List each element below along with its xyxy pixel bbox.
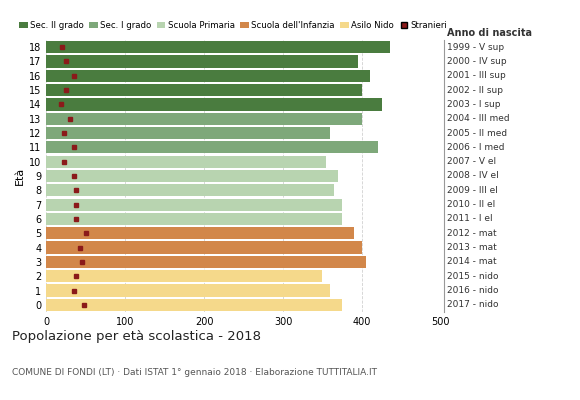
Bar	[46, 98, 382, 110]
Text: 2006 - I med: 2006 - I med	[447, 143, 504, 152]
Text: 2005 - II med: 2005 - II med	[447, 128, 507, 138]
Text: Anno di nascita: Anno di nascita	[447, 28, 532, 38]
Text: Popolazione per età scolastica - 2018: Popolazione per età scolastica - 2018	[12, 330, 260, 343]
Bar	[46, 127, 331, 139]
Bar	[46, 299, 342, 311]
Bar	[46, 184, 334, 196]
Bar	[46, 213, 342, 225]
Bar	[46, 242, 362, 254]
Text: 2009 - III el: 2009 - III el	[447, 186, 498, 195]
Bar	[46, 84, 362, 96]
Text: 2015 - nido: 2015 - nido	[447, 272, 498, 281]
Text: 2011 - I el: 2011 - I el	[447, 214, 492, 224]
Bar	[46, 41, 390, 53]
Text: 2000 - IV sup: 2000 - IV sup	[447, 57, 506, 66]
Text: 2007 - V el: 2007 - V el	[447, 157, 496, 166]
Bar	[46, 227, 354, 239]
Y-axis label: Età: Età	[15, 167, 25, 185]
Text: 2008 - IV el: 2008 - IV el	[447, 172, 498, 180]
Text: 2001 - III sup: 2001 - III sup	[447, 71, 505, 80]
Bar	[46, 170, 338, 182]
Bar	[46, 141, 378, 154]
Bar	[46, 284, 331, 297]
Bar	[46, 256, 366, 268]
Text: 2012 - mat: 2012 - mat	[447, 229, 496, 238]
Text: 2016 - nido: 2016 - nido	[447, 286, 498, 295]
Text: 2003 - I sup: 2003 - I sup	[447, 100, 500, 109]
Text: 2010 - II el: 2010 - II el	[447, 200, 495, 209]
Text: 2017 - nido: 2017 - nido	[447, 300, 498, 309]
Text: 1999 - V sup: 1999 - V sup	[447, 43, 503, 52]
Bar	[46, 55, 358, 68]
Text: 2013 - mat: 2013 - mat	[447, 243, 496, 252]
Text: 2014 - mat: 2014 - mat	[447, 257, 496, 266]
Bar	[46, 156, 327, 168]
Bar	[46, 270, 322, 282]
Text: 2004 - III med: 2004 - III med	[447, 114, 509, 123]
Bar	[46, 113, 362, 125]
Legend: Sec. II grado, Sec. I grado, Scuola Primaria, Scuola dell'Infanzia, Asilo Nido, : Sec. II grado, Sec. I grado, Scuola Prim…	[19, 21, 447, 30]
Bar	[46, 198, 342, 211]
Bar	[46, 70, 370, 82]
Text: 2002 - II sup: 2002 - II sup	[447, 86, 503, 95]
Text: COMUNE DI FONDI (LT) · Dati ISTAT 1° gennaio 2018 · Elaborazione TUTTITALIA.IT: COMUNE DI FONDI (LT) · Dati ISTAT 1° gen…	[12, 368, 376, 377]
